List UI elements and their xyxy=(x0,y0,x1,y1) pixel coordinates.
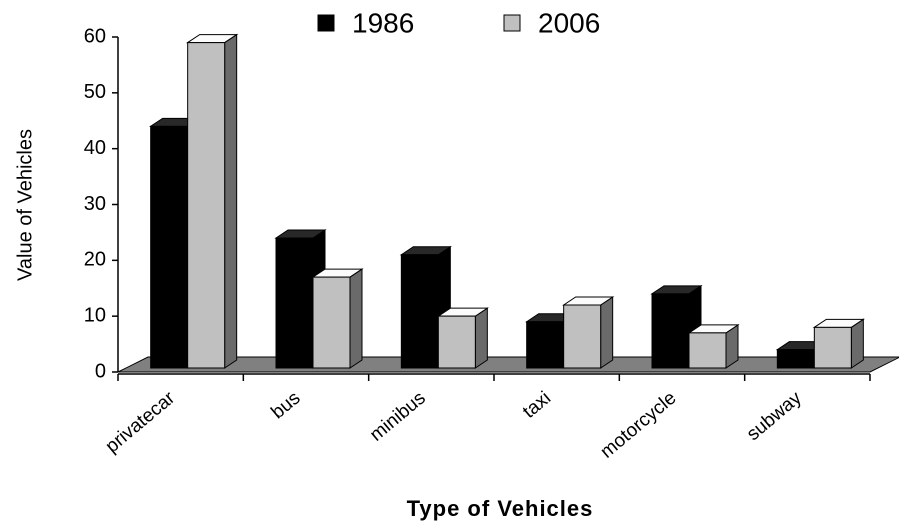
bar xyxy=(650,284,703,369)
bar-face xyxy=(437,315,476,369)
bar-face xyxy=(526,321,565,369)
bar-face xyxy=(187,42,226,369)
bar xyxy=(812,318,865,369)
legend-label: 1986 xyxy=(352,7,414,38)
y-tick-label: 60 xyxy=(84,25,106,47)
x-tick-label: taxi xyxy=(519,388,555,423)
y-axis-title: Value of Vehicles xyxy=(14,129,36,281)
bar-face xyxy=(224,33,238,369)
bar-face xyxy=(651,293,690,369)
x-tick-label: bus xyxy=(267,388,304,424)
bar-face xyxy=(563,304,602,369)
y-tick-label: 20 xyxy=(84,249,106,271)
bar xyxy=(186,33,239,369)
bar xyxy=(687,323,740,369)
y-tick-label: 50 xyxy=(84,81,106,103)
bar-face xyxy=(349,268,363,369)
x-axis-title: Type of Vehicles xyxy=(407,496,594,521)
y-tick-label: 40 xyxy=(84,137,106,159)
bar-face xyxy=(312,276,351,369)
bar-face xyxy=(688,332,727,369)
x-tick-label: minibus xyxy=(366,388,430,446)
x-tick-label: privatecar xyxy=(102,387,180,457)
bar xyxy=(436,307,489,369)
bar-face xyxy=(150,125,189,369)
y-tick-label: 10 xyxy=(84,304,106,326)
legend-swatch xyxy=(503,14,521,32)
bar-face xyxy=(600,296,614,369)
bar-face xyxy=(400,254,439,369)
legend-label: 2006 xyxy=(538,7,600,38)
bar xyxy=(311,268,364,369)
x-tick-label: subway xyxy=(743,387,806,445)
bar-face xyxy=(474,307,488,369)
x-tick-label: motorcycle xyxy=(597,388,681,463)
legend-swatch xyxy=(317,14,335,32)
bar xyxy=(562,296,615,369)
y-tick-label: 30 xyxy=(84,193,106,215)
bar-face xyxy=(776,349,815,369)
bar-face xyxy=(275,237,314,369)
y-tick-label: 0 xyxy=(95,360,106,382)
bar-face xyxy=(813,326,852,369)
